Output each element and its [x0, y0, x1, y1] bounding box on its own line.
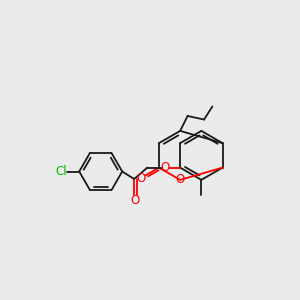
Text: O: O: [131, 194, 140, 207]
Text: O: O: [160, 161, 169, 174]
Text: O: O: [136, 172, 146, 184]
Text: Cl: Cl: [55, 165, 67, 178]
Text: O: O: [176, 173, 185, 186]
